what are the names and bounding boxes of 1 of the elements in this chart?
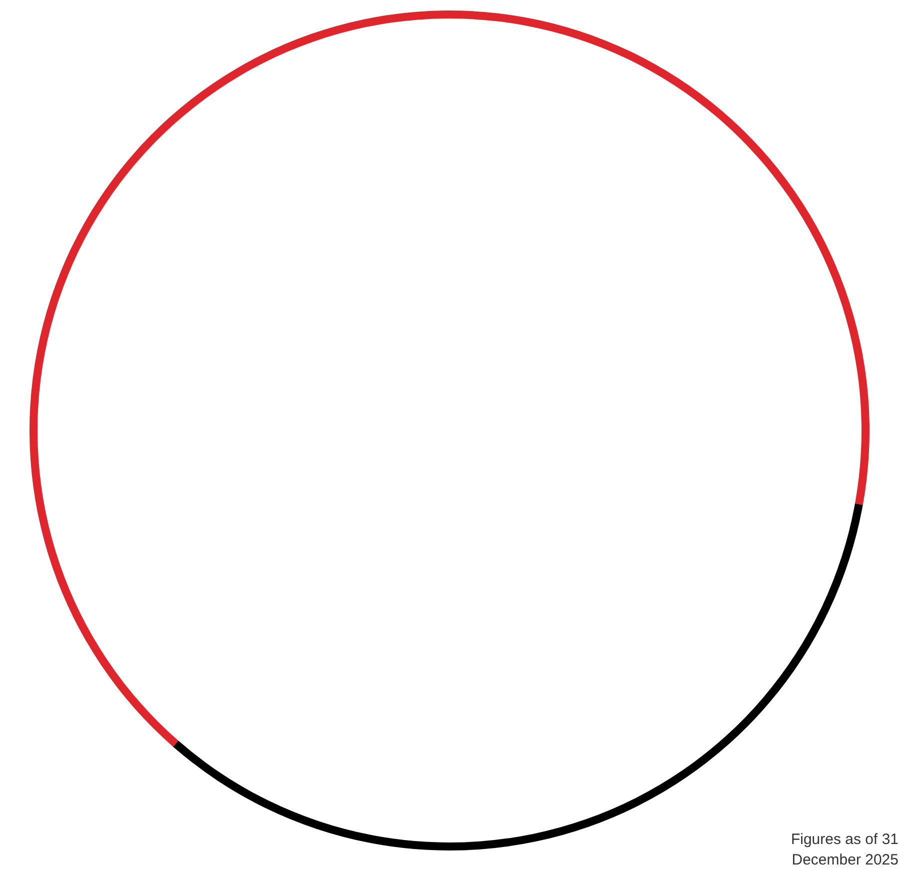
text: Figures as of 31 December 2025: [790, 831, 899, 868]
